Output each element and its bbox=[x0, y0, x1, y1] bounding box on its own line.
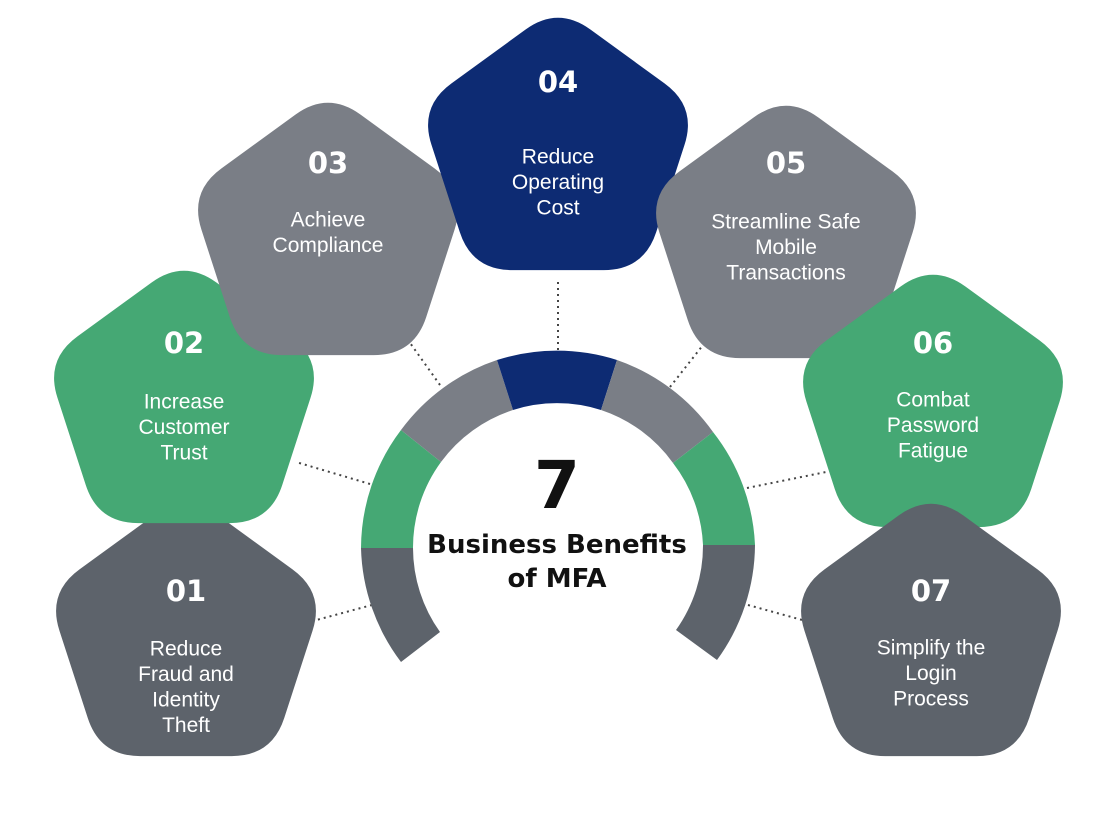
benefit-pentagon-07 bbox=[801, 503, 1061, 757]
ring-segment-07 bbox=[676, 545, 755, 660]
connector-01 bbox=[297, 604, 373, 626]
benefit-number-03: 03 bbox=[308, 146, 348, 180]
connector-06 bbox=[746, 471, 827, 489]
benefit-number-05: 05 bbox=[766, 146, 806, 180]
benefit-number-02: 02 bbox=[164, 326, 204, 360]
benefit-label-line: Process bbox=[893, 688, 969, 711]
benefit-label-line: Fatigue bbox=[898, 440, 968, 463]
connector-02 bbox=[295, 461, 371, 485]
benefit-label-line: Combat bbox=[896, 389, 970, 412]
benefit-label-line: Mobile bbox=[755, 236, 817, 259]
center-title-line-1: Business Benefits bbox=[427, 530, 687, 560]
benefit-label-line: Transactions bbox=[726, 262, 845, 285]
center-number: 7 bbox=[534, 447, 580, 524]
ring-segment-04 bbox=[497, 350, 617, 410]
ring bbox=[361, 350, 755, 662]
ring-segment-02 bbox=[361, 430, 441, 548]
benefit-label-line: Customer bbox=[138, 416, 229, 439]
benefit-label-line: Achieve bbox=[291, 209, 366, 232]
benefit-label-line: Simplify the bbox=[877, 637, 986, 660]
benefit-label-line: Reduce bbox=[150, 638, 222, 661]
benefit-label-line: Fraud and bbox=[138, 663, 234, 686]
ring-segment-03 bbox=[401, 360, 513, 462]
benefit-number-06: 06 bbox=[913, 326, 953, 360]
benefit-pentagon-01 bbox=[56, 503, 316, 757]
benefit-label-line: Operating bbox=[512, 171, 604, 194]
connector-07 bbox=[747, 604, 825, 627]
benefit-pentagon-03 bbox=[198, 102, 458, 356]
benefit-number-04: 04 bbox=[538, 65, 578, 99]
benefit-pentagon-06 bbox=[803, 274, 1063, 528]
benefit-label-line: Increase bbox=[144, 391, 225, 414]
ring-segment-05 bbox=[601, 360, 713, 463]
center-title: 7 Business Benefits of MFA bbox=[427, 447, 687, 594]
benefit-pentagon-05 bbox=[656, 105, 916, 359]
benefit-label-line: Compliance bbox=[273, 234, 384, 257]
benefit-label-line: Cost bbox=[536, 197, 579, 220]
benefit-label-line: Password bbox=[887, 414, 979, 437]
benefit-label-line: Reduce bbox=[522, 146, 594, 169]
benefit-pentagon-04 bbox=[428, 17, 688, 271]
benefit-number-01: 01 bbox=[166, 574, 206, 608]
ring-segment-01 bbox=[361, 548, 440, 662]
benefit-label-line: Login bbox=[905, 662, 956, 685]
connector-05 bbox=[669, 325, 719, 388]
center-title-line-2: of MFA bbox=[508, 564, 607, 594]
benefit-label-line: Identity bbox=[152, 689, 220, 712]
benefit-label-line: Theft bbox=[162, 714, 210, 737]
benefit-label-line: Streamline Safe bbox=[711, 211, 860, 234]
benefit-label-line: Trust bbox=[160, 442, 207, 465]
ring-segment-06 bbox=[673, 432, 755, 545]
benefit-number-07: 07 bbox=[911, 574, 951, 608]
